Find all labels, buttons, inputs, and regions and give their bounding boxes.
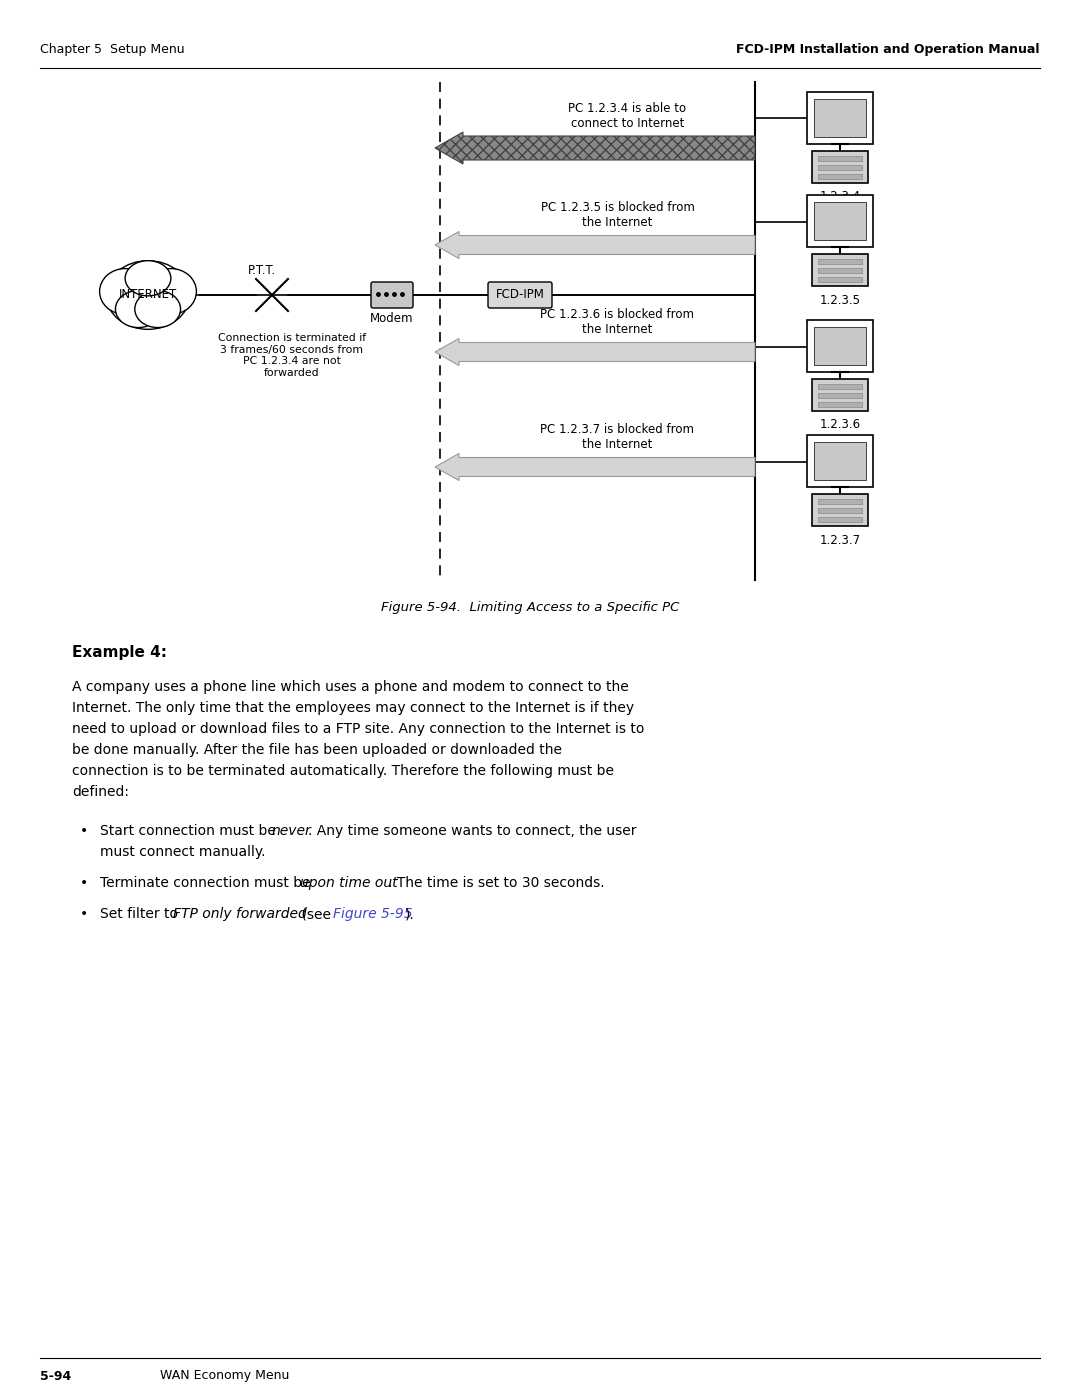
Text: need to upload or download files to a FTP site. Any connection to the Internet i: need to upload or download files to a FT… [72, 722, 645, 736]
Text: •: • [80, 824, 89, 838]
Bar [818, 268, 862, 272]
Bar [818, 517, 862, 522]
Bar [814, 99, 866, 137]
Bar [818, 175, 862, 179]
Text: ).: ). [405, 907, 415, 921]
Bar [818, 165, 862, 170]
Bar [814, 327, 866, 365]
FancyBboxPatch shape [372, 282, 413, 307]
Text: FCD-IPM Installation and Operation Manual: FCD-IPM Installation and Operation Manua… [737, 43, 1040, 56]
Text: (see: (see [297, 907, 336, 921]
Ellipse shape [146, 268, 197, 314]
Bar [818, 393, 862, 398]
Text: WAN Economy Menu: WAN Economy Menu [160, 1369, 289, 1383]
Text: INTERNET: INTERNET [119, 289, 177, 302]
Text: FCD-IPM: FCD-IPM [496, 289, 544, 302]
Text: . Any time someone wants to connect, the user: . Any time someone wants to connect, the… [308, 824, 636, 838]
Bar [818, 384, 862, 388]
Text: PC 1.2.3.4 is able to
connect to Internet: PC 1.2.3.4 is able to connect to Interne… [568, 102, 687, 130]
Bar [814, 441, 866, 481]
Text: Figure 5-94.  Limiting Access to a Specific PC: Figure 5-94. Limiting Access to a Specif… [381, 602, 679, 615]
Bar [818, 499, 862, 504]
Bar [807, 320, 873, 372]
FancyArrow shape [435, 232, 755, 258]
FancyArrow shape [435, 338, 755, 366]
Ellipse shape [125, 261, 171, 296]
Text: P.T.T.: P.T.T. [248, 264, 276, 278]
Text: defined:: defined: [72, 785, 129, 799]
Bar [807, 196, 873, 247]
Text: •: • [80, 876, 89, 890]
Bar [818, 258, 862, 264]
Text: connection is to be terminated automatically. Therefore the following must be: connection is to be terminated automatic… [72, 764, 615, 778]
Text: Set filter to: Set filter to [100, 907, 183, 921]
Text: upon time out: upon time out [300, 876, 397, 890]
Text: 1.2.3.7: 1.2.3.7 [820, 534, 861, 546]
Bar [812, 254, 868, 286]
Text: Figure 5-95: Figure 5-95 [333, 907, 413, 921]
Text: 1.2.3.6: 1.2.3.6 [820, 419, 861, 432]
Text: PC 1.2.3.6 is blocked from
the Internet: PC 1.2.3.6 is blocked from the Internet [540, 307, 694, 337]
Bar [812, 495, 868, 527]
Text: must connect manually.: must connect manually. [100, 845, 266, 859]
Text: FTP only forwarded: FTP only forwarded [173, 907, 307, 921]
Bar [812, 379, 868, 411]
Bar [812, 151, 868, 183]
Text: Start connection must be: Start connection must be [100, 824, 280, 838]
Text: PC 1.2.3.7 is blocked from
the Internet: PC 1.2.3.7 is blocked from the Internet [540, 423, 694, 451]
Text: Connection is terminated if
3 frames/60 seconds from
PC 1.2.3.4 are not
forwarde: Connection is terminated if 3 frames/60 … [218, 332, 366, 377]
Ellipse shape [116, 291, 161, 327]
Text: Internet. The only time that the employees may connect to the Internet is if the: Internet. The only time that the employe… [72, 701, 634, 715]
Text: never: never [272, 824, 312, 838]
Text: 1.2.3.5: 1.2.3.5 [820, 293, 861, 306]
Bar [818, 277, 862, 282]
Bar [807, 434, 873, 488]
Bar [818, 156, 862, 161]
Text: Terminate connection must be: Terminate connection must be [100, 876, 315, 890]
Text: 1.2.3.4: 1.2.3.4 [820, 190, 861, 204]
Ellipse shape [135, 291, 180, 327]
Bar [814, 203, 866, 240]
FancyArrow shape [435, 131, 755, 163]
Bar [818, 402, 862, 407]
FancyBboxPatch shape [488, 282, 552, 307]
Text: Chapter 5  Setup Menu: Chapter 5 Setup Menu [40, 43, 185, 56]
Ellipse shape [106, 261, 190, 330]
Text: Modem: Modem [370, 312, 414, 326]
Text: •: • [80, 907, 89, 921]
Text: 5-94: 5-94 [40, 1369, 71, 1383]
Text: . The time is set to 30 seconds.: . The time is set to 30 seconds. [388, 876, 605, 890]
FancyArrow shape [435, 454, 755, 481]
Text: be done manually. After the file has been uploaded or downloaded the: be done manually. After the file has bee… [72, 743, 562, 757]
Ellipse shape [99, 268, 150, 314]
Text: A company uses a phone line which uses a phone and modem to connect to the: A company uses a phone line which uses a… [72, 680, 629, 694]
Text: PC 1.2.3.5 is blocked from
the Internet: PC 1.2.3.5 is blocked from the Internet [541, 201, 694, 229]
Bar [818, 509, 862, 513]
Bar [807, 92, 873, 144]
Text: Example 4:: Example 4: [72, 644, 167, 659]
